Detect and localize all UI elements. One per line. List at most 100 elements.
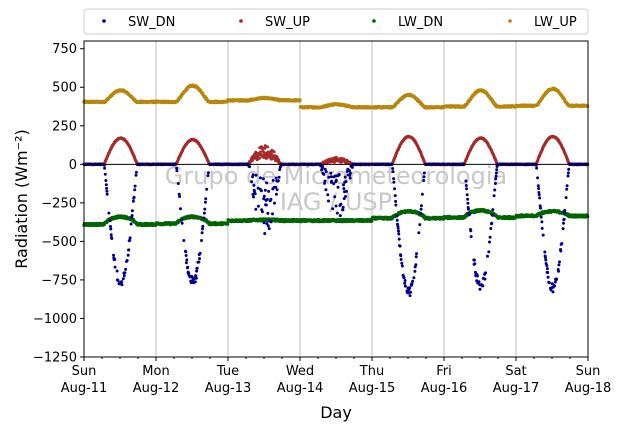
data-point	[262, 221, 266, 225]
data-point	[195, 266, 199, 270]
data-point	[185, 258, 189, 262]
data-point	[184, 254, 188, 257]
data-point	[128, 236, 132, 240]
data-point	[271, 178, 275, 182]
data-point	[127, 248, 131, 252]
data-point	[263, 232, 267, 235]
data-point	[197, 260, 201, 264]
data-point	[104, 179, 108, 182]
data-point	[200, 239, 203, 242]
data-point	[264, 203, 268, 207]
data-point	[179, 207, 182, 211]
data-point	[201, 224, 205, 228]
data-point	[252, 183, 256, 187]
data-point	[251, 192, 255, 196]
data-point	[121, 277, 125, 281]
data-point	[262, 197, 266, 201]
data-point	[274, 185, 278, 189]
data-point	[195, 269, 199, 273]
data-point	[123, 271, 127, 275]
data-point	[175, 166, 179, 170]
data-point	[113, 265, 117, 269]
data-point	[109, 227, 113, 231]
data-point	[265, 181, 269, 185]
data-point	[271, 212, 274, 216]
data-point	[250, 180, 254, 184]
data-point	[103, 166, 107, 170]
data-point	[276, 179, 280, 183]
data-point	[116, 279, 120, 282]
data-point	[278, 168, 282, 172]
data-point	[263, 144, 267, 148]
data-point	[201, 227, 204, 231]
data-point	[107, 211, 111, 215]
data-point	[202, 211, 206, 215]
data-point	[176, 182, 180, 185]
data-point	[115, 269, 119, 273]
data-point	[134, 170, 138, 174]
data-point	[265, 222, 269, 226]
data-point	[251, 173, 255, 177]
data-point	[274, 176, 278, 180]
data-point	[130, 209, 134, 213]
data-point	[108, 218, 112, 222]
data-point	[105, 189, 109, 193]
data-point	[120, 280, 124, 284]
series-sw-up	[82, 134, 590, 167]
data-point	[180, 218, 184, 222]
data-point	[104, 183, 108, 187]
data-point	[267, 189, 271, 193]
data-point	[275, 188, 279, 192]
data-point	[109, 225, 112, 228]
data-point	[206, 171, 210, 175]
data-point	[130, 214, 134, 217]
data-point	[133, 188, 137, 192]
data-point	[182, 239, 186, 242]
data-point	[103, 172, 107, 176]
data-point	[133, 184, 137, 188]
data-point	[126, 253, 130, 257]
data-point	[134, 173, 138, 177]
data-point	[255, 158, 259, 162]
data-point	[251, 159, 254, 162]
data-point	[260, 210, 264, 214]
data-point	[180, 221, 184, 225]
data-point	[200, 231, 204, 235]
data-point	[203, 207, 207, 211]
data-point	[269, 220, 273, 224]
data-point	[193, 280, 197, 284]
data-point	[105, 192, 109, 196]
data-point	[266, 211, 270, 215]
series-lw-up	[82, 83, 590, 110]
data-point	[298, 98, 302, 102]
data-point	[198, 257, 201, 261]
data-point	[184, 261, 188, 265]
series-lw-dn	[82, 207, 590, 228]
data-point	[270, 152, 273, 156]
data-point	[109, 233, 113, 237]
data-point	[252, 195, 255, 199]
data-point	[258, 176, 262, 180]
data-point	[203, 200, 207, 204]
data-point	[202, 216, 206, 220]
data-point	[198, 251, 202, 255]
watermark: Grupo de Micrometeorologia IAG / USP	[165, 162, 507, 216]
data-point	[267, 227, 271, 231]
data-point	[110, 237, 114, 240]
data-point	[266, 224, 270, 228]
data-point	[122, 274, 126, 278]
data-point	[272, 150, 276, 154]
data-point	[128, 238, 132, 242]
data-point	[105, 186, 109, 190]
watermark-line-2: IAG / USP	[280, 188, 392, 216]
data-point	[125, 259, 129, 262]
data-point	[248, 165, 252, 169]
data-point	[178, 195, 182, 198]
data-point	[258, 150, 262, 154]
data-point	[269, 197, 273, 201]
data-point	[112, 253, 115, 257]
data-point	[265, 197, 269, 201]
grid-lines	[155, 41, 517, 357]
series-sw-dn	[82, 162, 590, 298]
